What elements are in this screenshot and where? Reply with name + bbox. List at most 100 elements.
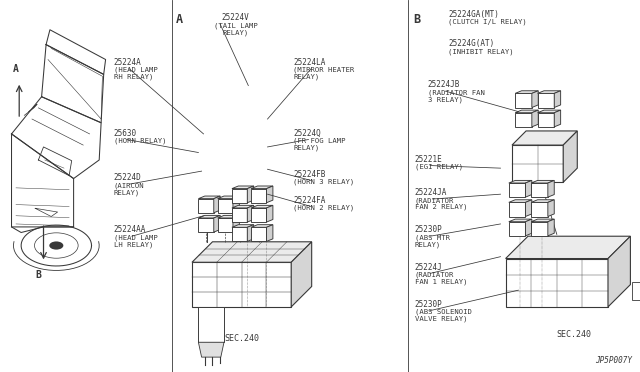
Text: 25224LA: 25224LA: [293, 58, 326, 67]
Polygon shape: [291, 242, 312, 307]
Polygon shape: [218, 196, 239, 199]
Bar: [509, 222, 525, 236]
Text: (HORN 3 RELAY): (HORN 3 RELAY): [293, 179, 355, 185]
Polygon shape: [512, 131, 577, 145]
Polygon shape: [554, 91, 561, 108]
Bar: [192, 262, 291, 307]
Polygon shape: [247, 205, 253, 222]
Polygon shape: [214, 215, 220, 232]
Polygon shape: [532, 91, 538, 108]
Text: A: A: [13, 64, 19, 74]
Text: (ABS MTR
RELAY): (ABS MTR RELAY): [415, 234, 450, 248]
Text: (EGI RELAY): (EGI RELAY): [415, 164, 463, 170]
Bar: [538, 93, 554, 108]
Text: (CLUTCH I/L RELAY): (CLUTCH I/L RELAY): [448, 19, 527, 25]
Polygon shape: [266, 205, 273, 222]
Text: (HEAD LAMP
LH RELAY): (HEAD LAMP LH RELAY): [114, 234, 157, 248]
Polygon shape: [525, 180, 532, 197]
Polygon shape: [251, 225, 273, 227]
Text: (RADIATOR FAN
3 RELAY): (RADIATOR FAN 3 RELAY): [428, 89, 484, 103]
Polygon shape: [515, 91, 538, 93]
Bar: [251, 208, 266, 222]
Text: (HORN RELAY): (HORN RELAY): [114, 138, 166, 144]
Text: (INHIBIT RELAY): (INHIBIT RELAY): [448, 48, 514, 55]
Text: (HORN 2 RELAY): (HORN 2 RELAY): [293, 205, 355, 211]
Polygon shape: [192, 242, 312, 262]
Text: JP5P007Y: JP5P007Y: [595, 356, 632, 365]
Polygon shape: [214, 196, 220, 213]
Polygon shape: [509, 219, 532, 222]
Text: 25224AA: 25224AA: [114, 225, 147, 234]
Bar: [198, 218, 214, 232]
Polygon shape: [198, 196, 220, 199]
Polygon shape: [548, 180, 554, 197]
Bar: [531, 222, 548, 236]
Text: 25224FA: 25224FA: [293, 196, 326, 205]
Polygon shape: [509, 200, 532, 202]
Text: 25224A: 25224A: [114, 58, 141, 67]
Bar: [198, 199, 214, 213]
Bar: [251, 189, 266, 203]
Text: B: B: [413, 13, 420, 26]
Polygon shape: [247, 186, 253, 203]
Polygon shape: [218, 215, 239, 218]
Polygon shape: [198, 215, 220, 218]
Text: (RADIATOR
FAN 1 RELAY): (RADIATOR FAN 1 RELAY): [415, 272, 467, 285]
Polygon shape: [548, 219, 554, 236]
Bar: [531, 202, 548, 217]
Polygon shape: [509, 180, 532, 183]
Polygon shape: [531, 200, 554, 202]
Bar: [538, 113, 554, 127]
Polygon shape: [232, 225, 253, 227]
Text: 25224GA(MT): 25224GA(MT): [448, 10, 499, 19]
Polygon shape: [251, 205, 273, 208]
Text: (HEAD LAMP
RH RELAY): (HEAD LAMP RH RELAY): [114, 67, 157, 80]
Text: SEC.240: SEC.240: [225, 334, 259, 343]
Polygon shape: [531, 180, 554, 183]
Text: (MIRROR HEATER
RELAY): (MIRROR HEATER RELAY): [293, 67, 355, 80]
Bar: [512, 145, 563, 182]
Text: (TAIL LAMP
RELAY): (TAIL LAMP RELAY): [214, 22, 257, 36]
Polygon shape: [233, 215, 239, 232]
Polygon shape: [232, 205, 253, 208]
Polygon shape: [538, 91, 561, 93]
Text: 25230P: 25230P: [415, 300, 442, 309]
Text: A: A: [176, 13, 183, 26]
Polygon shape: [525, 219, 532, 236]
Polygon shape: [233, 196, 239, 213]
Polygon shape: [515, 110, 538, 113]
Polygon shape: [266, 225, 273, 241]
Bar: [232, 208, 247, 222]
Text: 25630: 25630: [114, 129, 137, 138]
Polygon shape: [554, 110, 561, 127]
Polygon shape: [506, 236, 630, 259]
Circle shape: [49, 241, 63, 250]
Bar: [515, 113, 532, 127]
Bar: [198, 307, 224, 342]
Text: B: B: [36, 270, 42, 280]
Text: 25224FB: 25224FB: [293, 170, 326, 179]
Bar: [218, 218, 233, 232]
Text: 25224V: 25224V: [221, 13, 250, 22]
Text: 25224G(AT): 25224G(AT): [448, 39, 494, 48]
Bar: [509, 183, 525, 197]
Bar: [515, 93, 532, 108]
Polygon shape: [525, 200, 532, 217]
Bar: [218, 199, 233, 213]
Text: (ABS SOLENOID
VALVE RELAY): (ABS SOLENOID VALVE RELAY): [415, 309, 472, 322]
Text: 25230P: 25230P: [415, 225, 442, 234]
Polygon shape: [563, 131, 577, 182]
Text: 25224Q: 25224Q: [293, 129, 321, 138]
Polygon shape: [538, 110, 561, 113]
Text: 25224JB: 25224JB: [428, 80, 460, 89]
Text: 25224JA: 25224JA: [415, 188, 447, 197]
Bar: [632, 282, 640, 300]
Bar: [506, 259, 608, 307]
Text: 25224J: 25224J: [415, 263, 442, 272]
Bar: [232, 227, 247, 241]
Bar: [232, 189, 247, 203]
Polygon shape: [532, 110, 538, 127]
Bar: [251, 227, 266, 241]
Text: (FR FOG LAMP
RELAY): (FR FOG LAMP RELAY): [293, 138, 346, 151]
Polygon shape: [247, 225, 253, 241]
